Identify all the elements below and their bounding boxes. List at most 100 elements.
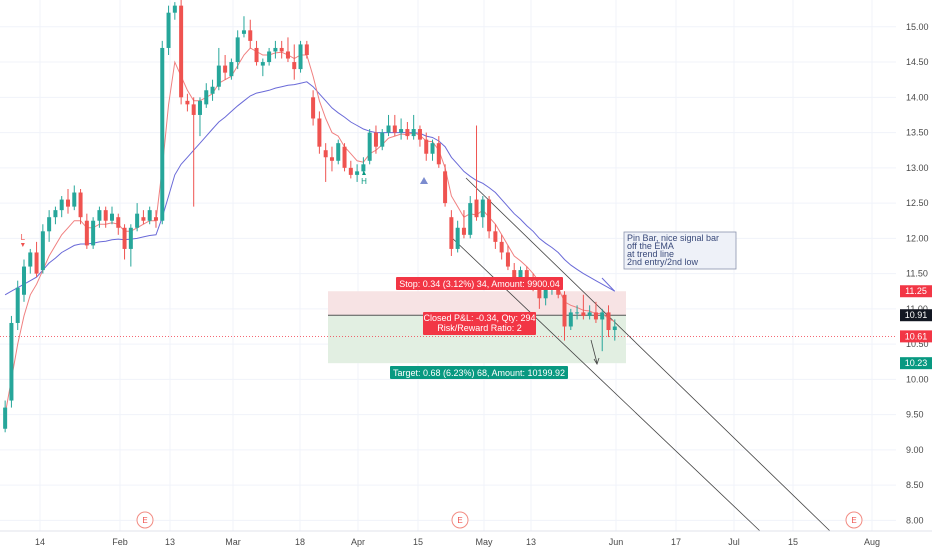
candle-body [103,210,108,221]
candle [204,83,209,108]
candle-body [480,199,485,218]
candle [235,30,240,70]
candle-body [267,51,272,63]
candle-body [122,227,127,249]
candle-body [568,312,573,327]
y-tick-label: 9.50 [906,410,924,420]
candle-body [512,270,517,278]
candle [386,114,391,137]
arrow-head-icon [593,357,600,365]
candle-body [141,217,146,221]
candle-body [179,5,184,98]
earnings-label: E [851,516,856,525]
earnings-label: E [142,516,147,525]
signal-triangle-icon [420,177,428,184]
candle-body [518,270,523,278]
candle-body [241,30,246,34]
candle [474,125,479,221]
closed-pl-label[interactable]: Closed P&L: -0.34, Qty: 294 Risk/Reward … [423,312,536,335]
position-zones [0,291,896,364]
time-axis[interactable]: 14 Feb 13 Mar 18 Apr 15 May 13 Jun 17 Jul 15 Aug [0,530,932,550]
candle-body [361,164,366,172]
candle [109,206,114,225]
candle-body [468,203,473,235]
note-line-4: 2nd entry/2nd low [627,257,699,267]
x-tick-label: Mar [225,537,241,547]
candle-body [78,192,83,218]
candle [166,5,171,56]
candle-body [405,129,410,137]
candle [600,308,605,352]
candle-body [474,199,479,218]
candle-body [166,12,171,48]
candle-body [47,217,52,232]
x-tick-label: May [475,537,493,547]
candle [311,90,316,126]
candle-body [185,100,190,105]
candle-body [424,139,429,154]
candle [480,196,485,228]
candle-body [455,227,460,249]
candle [128,224,133,267]
candle-body [273,47,278,52]
candle-body [53,210,58,218]
candle [172,2,177,20]
candle-body [135,213,140,228]
candle [267,47,272,66]
candle-body [449,217,454,249]
candle [285,37,290,63]
candle-body [430,143,435,154]
y-tick-label: 10.00 [906,374,929,384]
candle [405,121,410,140]
candle [248,19,253,48]
note-line-3: at trend line [627,249,674,259]
candle [147,206,152,225]
candle [373,125,378,154]
candle-body [9,322,14,401]
candle-body [72,192,77,207]
candle [392,114,397,137]
candle-body [336,143,341,161]
candle [348,160,353,179]
x-tick-label: 13 [165,537,175,547]
price-tag-label: 10.91 [905,310,928,320]
x-tick-label: 15 [413,537,423,547]
earnings-icon [136,511,154,529]
x-tick-label: Apr [351,537,365,547]
candle-body [587,312,592,316]
candle-body [84,220,89,246]
candle [91,217,96,249]
candle-body [91,220,96,246]
candle-body [524,270,529,278]
candle [28,248,33,274]
candle [254,40,259,66]
candle [241,16,246,38]
earnings-marker: E [845,511,863,529]
candle-body [172,5,177,13]
candle-body [593,312,598,320]
earnings-marker: E [451,511,469,529]
candle [304,40,309,59]
price-axis[interactable]: 15.00 14.50 14.00 13.50 13.00 12.50 12.00 11.50… [896,0,932,531]
candle-body [323,150,328,158]
grid-lines [0,0,896,531]
candle-body [543,287,548,299]
x-tick-label: Jul [728,537,740,547]
price-tag-box [900,330,932,343]
candle-body [487,199,492,232]
candle-body [386,125,391,133]
candle [9,315,14,408]
x-tick-label: 13 [526,537,536,547]
moving-averages [4,47,616,415]
candle [273,40,278,59]
target-label[interactable]: Target: 0.68 (6.23%) 68, Amount: 10199.9… [390,366,568,379]
stop-zone [328,291,626,316]
candle [606,305,611,338]
candle [355,164,360,182]
risk-reward-text: Risk/Reward Ratio: 2 [437,323,522,333]
candle [40,224,45,274]
stop-label[interactable]: Stop: 0.34 (3.12%) 34, Amount: 9900.04 [396,277,563,290]
note-box[interactable]: Pin Bar, nice signal bar off the EMA at … [623,231,737,270]
